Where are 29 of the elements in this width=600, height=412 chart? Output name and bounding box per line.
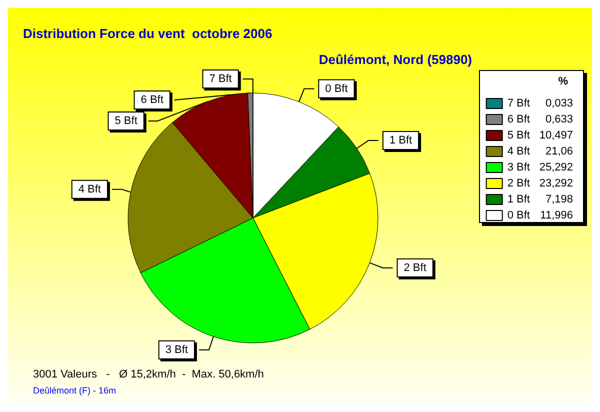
data-label: 25,292 bbox=[539, 162, 573, 174]
legend-label: 3 Bft bbox=[507, 162, 534, 174]
data-label: 7,198 bbox=[545, 194, 573, 206]
text: 3001 Valeurs - Ø 15,2km/h - Max. 50,6km/h bbox=[33, 368, 264, 380]
data-label: 0,633 bbox=[545, 114, 573, 126]
chart-subtitle: Deûlémont, Nord (59890) bbox=[318, 52, 472, 67]
slice-label: 1 Bft bbox=[389, 134, 412, 147]
legend-label: 1 Bft bbox=[507, 194, 534, 206]
data-label: 10,497 bbox=[539, 130, 573, 142]
data-label: 0,033 bbox=[545, 98, 573, 110]
data-label: 11,996 bbox=[540, 210, 573, 222]
slice-label: 5 Bft bbox=[114, 115, 138, 127]
text: Deûlémont (F) - 16m bbox=[33, 386, 116, 396]
legend-label: 2 Bft bbox=[507, 178, 534, 190]
slice-label: 3 Bft bbox=[165, 344, 188, 356]
legend-label: 5 Bft bbox=[507, 130, 534, 142]
chart-title: Distribution Force du vent octobre 2006 bbox=[23, 26, 272, 41]
slice-label: 2 Bft bbox=[404, 262, 426, 274]
slice-label: 0 Bft bbox=[325, 82, 348, 95]
data-label: 21,06 bbox=[545, 146, 573, 158]
data-label: 23,292 bbox=[539, 178, 573, 190]
slice-label: 4 Bft bbox=[78, 183, 101, 196]
legend-label: 7 Bft bbox=[507, 98, 534, 110]
slice-label: 6 Bft bbox=[140, 94, 164, 106]
legend-title: % bbox=[558, 76, 568, 88]
slice-label: 7 Bft bbox=[209, 73, 232, 85]
legend-label: 6 Bft bbox=[507, 114, 534, 126]
legend-label: 4 Bft bbox=[507, 146, 534, 158]
legend-label: 0 Bft bbox=[507, 210, 534, 222]
